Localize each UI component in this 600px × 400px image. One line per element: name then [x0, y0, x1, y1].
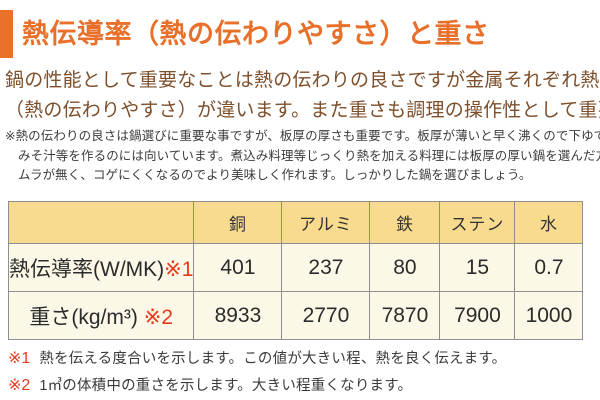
- table-row: 重さ(kg/m³) ※2 8933 2770 7870 7900 1000: [7, 291, 584, 340]
- cell-value: 2770: [281, 291, 371, 340]
- row-label-weight: 重さ(kg/m³) ※2: [7, 291, 195, 340]
- note-line-3: ムラが無く、コゲにくくなるのでより美味しく作れます。しっかりした鍋を選びましょう…: [18, 168, 532, 182]
- footnote-mark-2: ※2: [143, 305, 174, 329]
- cell-value: 80: [369, 243, 441, 292]
- footnote-2-mark: ※2: [8, 377, 31, 394]
- conductivity-weight-table: 銅 アルミ 鉄 ステン 水 熱伝導率(W/MK)※1 401 237 80 15…: [7, 201, 584, 340]
- footnote-2: ※2 1㎥の体積中の重さを示します。大きい程重くなります。: [8, 374, 592, 395]
- intro-line-2: （熱の伝わりやすさ）が違います。また重さも調理の操作性として重要です。: [5, 100, 600, 121]
- table-row: 熱伝導率(W/MK)※1 401 237 80 15 0.7: [7, 243, 584, 292]
- note-line-2: みそ汁等を作るのには向いています。煮込み料理等じっくり熱を加える料理には板厚の厚…: [18, 148, 600, 163]
- header-stainless: ステン: [439, 201, 516, 244]
- cell-value: 237: [281, 243, 371, 292]
- title-accent-bar: [0, 10, 13, 58]
- intro-line-1: 鍋の性能として重要なことは熱の伝わりの良さですが金属それぞれ熱伝導率: [5, 70, 600, 91]
- intro-paragraph: 鍋の性能として重要なことは熱の伝わりの良さですが金属それぞれ熱伝導率 （熱の伝わ…: [5, 66, 600, 126]
- header-iron: 鉄: [369, 201, 441, 244]
- footnote-mark-1: ※1: [164, 257, 194, 281]
- footnotes: ※1 熱を伝える度合いを示します。この値が大きい程、熱を良く伝えます。 ※2 1…: [8, 347, 592, 400]
- cell-value: 0.7: [514, 243, 584, 292]
- table-header-row: 銅 アルミ 鉄 ステン 水: [7, 201, 584, 244]
- note-line-1: ※熱の伝わりの良さは鍋選びに重要な事ですが、板厚の厚さも重要です。板厚が薄いと早…: [5, 129, 600, 143]
- footnote-2-text: 1㎥の体積中の重さを示します。大きい程重くなります。: [39, 378, 413, 394]
- cell-value: 15: [439, 243, 516, 292]
- footnote-1-text: 熱を伝える度合いを示します。この値が大きい程、熱を良く伝えます。: [39, 351, 507, 367]
- cell-value: 7900: [439, 291, 516, 340]
- footnote-1-mark: ※1: [8, 350, 31, 367]
- cell-value: 401: [193, 243, 283, 292]
- title-block: 熱伝導率（熱の伝わりやすさ）と重さ: [0, 10, 490, 58]
- footnote-1: ※1 熱を伝える度合いを示します。この値が大きい程、熱を良く伝えます。: [8, 347, 592, 368]
- row-label-conductivity: 熱伝導率(W/MK)※1: [7, 243, 195, 292]
- cell-value: 8933: [193, 291, 283, 340]
- header-water: 水: [514, 201, 584, 244]
- row-label-text: 重さ(kg/m³): [29, 305, 138, 329]
- page-title: 熱伝導率（熱の伝わりやすさ）と重さ: [22, 19, 490, 49]
- header-copper: 銅: [193, 201, 283, 244]
- row-label-text: 熱伝導率(W/MK): [9, 257, 165, 281]
- cell-value: 7870: [369, 291, 441, 340]
- cell-value: 1000: [514, 291, 584, 340]
- header-aluminum: アルミ: [281, 201, 371, 244]
- note-paragraph: ※熱の伝わりの良さは鍋選びに重要な事ですが、板厚の厚さも重要です。板厚が薄いと早…: [5, 127, 600, 186]
- header-empty-cell: [7, 201, 195, 244]
